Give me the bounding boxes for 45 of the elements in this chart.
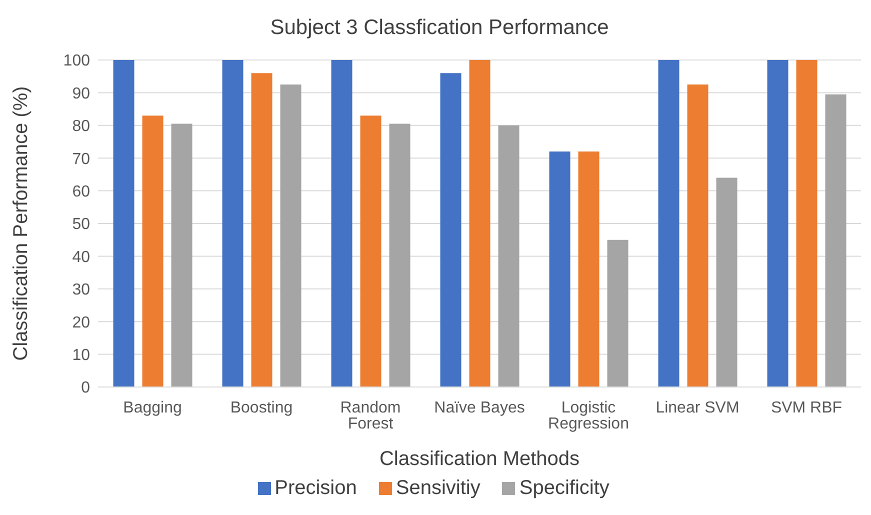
x-tick-label: SVM RBF (770, 399, 842, 416)
y-tick-label: 60 (72, 183, 90, 200)
x-tick-label: Random Forest (340, 399, 401, 432)
x-tick-label: Boosting (230, 399, 293, 416)
y-tick-label: 30 (72, 282, 90, 299)
bar (331, 60, 352, 387)
y-tick-label: 70 (72, 150, 90, 168)
x-tick-label: Logistic Regression (548, 399, 629, 432)
bar (469, 60, 490, 387)
bar (171, 124, 192, 387)
y-tick-label: 90 (72, 85, 90, 102)
bar (767, 60, 788, 387)
bar (498, 125, 520, 387)
x-tick-label: Bagging (123, 399, 182, 416)
x-tick-label: Linear SVM (656, 399, 740, 416)
x-axis-title: Classification Methods (379, 448, 580, 470)
bar (607, 240, 628, 387)
bar (113, 60, 134, 387)
y-tick-label: 80 (72, 118, 90, 136)
bar (440, 73, 462, 387)
bar (360, 116, 382, 387)
chart-title: Subject 3 Classfication Performance (269, 15, 610, 41)
legend-label: Sensivitiy (396, 477, 480, 499)
y-tick-label: 50 (72, 216, 90, 234)
bar (796, 60, 818, 387)
bar (549, 152, 570, 387)
y-tick-label: 0 (81, 380, 90, 397)
y-axis-title: Classification Performance (%) (10, 86, 32, 361)
bar (687, 84, 708, 387)
bar (658, 60, 680, 387)
y-tick-label: 40 (72, 248, 90, 266)
bar (280, 84, 302, 387)
bar (251, 73, 272, 387)
bar (716, 178, 738, 387)
bar (578, 152, 600, 387)
bar (389, 124, 410, 387)
x-tick-label: Naïve Bayes (434, 399, 525, 416)
y-tick-label: 10 (72, 346, 90, 364)
bar (222, 60, 244, 387)
bar (142, 116, 164, 387)
legend-label: Specificity (519, 477, 610, 499)
y-tick-label: 100 (63, 52, 90, 70)
legend-label: Precision (274, 477, 357, 499)
y-tick-label: 20 (72, 314, 90, 332)
bar (825, 94, 846, 387)
